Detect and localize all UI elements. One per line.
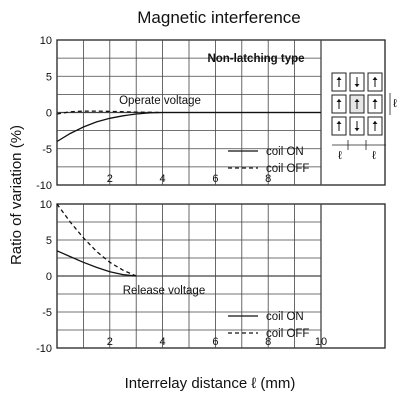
- dimension-symbol: ℓ: [393, 98, 397, 110]
- dimension-symbol: ℓ: [372, 150, 376, 162]
- arrow-head: [372, 99, 378, 102]
- y-tick-label: 10: [40, 199, 52, 211]
- x-tick-label: 4: [160, 173, 166, 185]
- x-tick-label: 10: [315, 336, 327, 348]
- curve-annotation: Release voltage: [123, 285, 205, 297]
- arrow-head: [372, 77, 378, 80]
- series-line-coil-off: [56, 203, 137, 277]
- arrow-head: [372, 121, 378, 124]
- x-tick-label: 6: [212, 173, 218, 185]
- arrow-head: [336, 121, 342, 124]
- y-tick-label: 10: [40, 35, 52, 47]
- legend-label: coil OFF: [266, 163, 309, 175]
- y-tick-label: -10: [36, 180, 52, 192]
- y-axis-label: Ratio of variation (%): [8, 125, 25, 265]
- arrow-head: [354, 84, 360, 87]
- legend-label: coil ON: [266, 311, 304, 323]
- curve-annotation: Operate voltage: [119, 95, 201, 107]
- x-axis-label: Interrelay distance ℓ (mm): [125, 375, 296, 392]
- x-tick-label: 2: [107, 173, 113, 185]
- y-tick-label: 5: [46, 71, 52, 83]
- y-tick-label: 0: [46, 271, 52, 283]
- chart-title: Magnetic interference: [137, 8, 300, 27]
- y-tick-label: 0: [46, 108, 52, 120]
- x-tick-label: 8: [265, 336, 271, 348]
- x-tick-label: 4: [160, 336, 166, 348]
- y-tick-label: -10: [36, 343, 52, 355]
- arrow-head: [354, 99, 360, 102]
- type-label: Non-latching type: [207, 53, 304, 65]
- x-tick-label: 8: [265, 173, 271, 185]
- x-tick-label: 6: [212, 336, 218, 348]
- arrow-head: [336, 99, 342, 102]
- y-tick-label: -5: [42, 307, 52, 319]
- relay-arrangement-inset: ℓ ℓ ℓ: [331, 72, 397, 162]
- x-tick-label: 2: [107, 336, 113, 348]
- legend-label: coil ON: [266, 146, 304, 158]
- series-line-coil-on: [56, 111, 321, 143]
- bottom-panel-release-voltage: 10 5 0 -5 -10 2 4 6 8 10 Release voltage coil ON coi…: [36, 199, 386, 355]
- top-panel-operate-voltage: 10 5 0 -5 -10 2 4 6 8 Operate voltage coil ON coil …: [36, 35, 386, 192]
- y-tick-label: 5: [46, 235, 52, 247]
- series-line-coil-off: [56, 110, 163, 115]
- dimension-symbol: ℓ: [338, 150, 342, 162]
- legend-label: coil OFF: [266, 328, 309, 340]
- arrow-head: [354, 128, 360, 131]
- arrow-head: [336, 77, 342, 80]
- y-tick-label: -5: [42, 144, 52, 156]
- series-line-coil-on: [56, 250, 137, 277]
